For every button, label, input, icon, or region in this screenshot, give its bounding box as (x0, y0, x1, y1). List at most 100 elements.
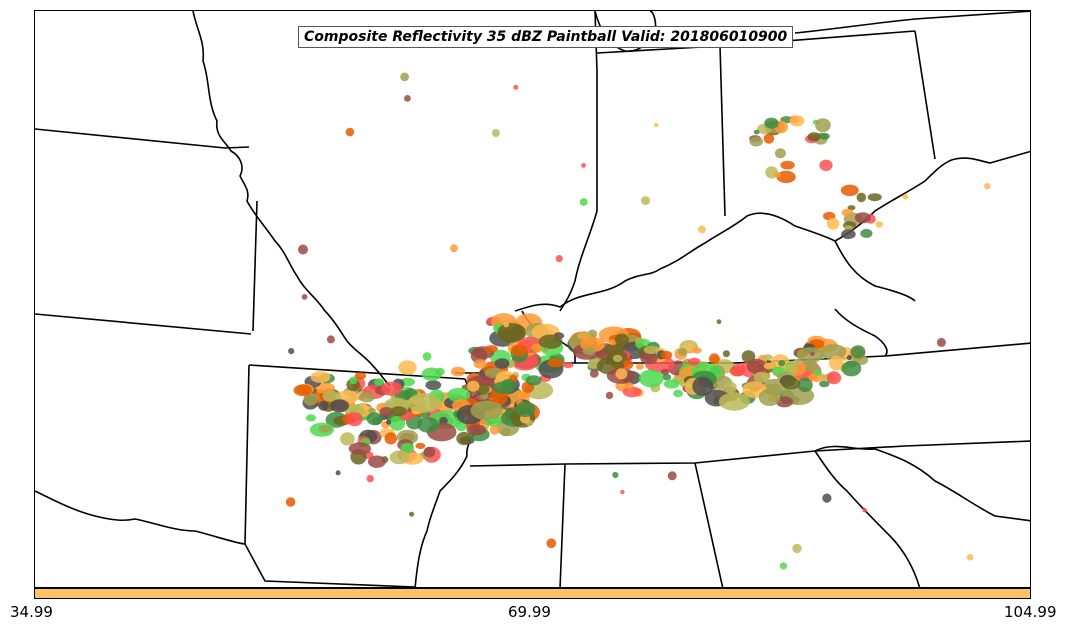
lake-erie-shore (794, 11, 1030, 34)
echo-blob (826, 217, 840, 230)
echo-blob (346, 412, 363, 427)
echo-blob (358, 392, 375, 403)
echo-cell (400, 72, 409, 82)
echo-blob (485, 345, 498, 353)
echo-cell (792, 543, 802, 554)
echo-cell (491, 129, 500, 137)
echo-blob (807, 132, 821, 142)
echo-cell (555, 255, 563, 263)
echo-blob (841, 229, 856, 240)
echo-blob (828, 355, 844, 371)
echo-blob (819, 344, 847, 360)
echo-cell (810, 351, 815, 357)
echo-blob (470, 400, 503, 421)
echo-blob (330, 399, 350, 413)
echo-blob (366, 412, 384, 426)
echo-blob (753, 129, 760, 135)
echo-blob (489, 425, 500, 435)
echo-blob (776, 170, 796, 184)
echo-blob (497, 323, 525, 343)
echo-blob (819, 159, 833, 171)
ky-va-border (834, 308, 888, 357)
echo-blob (640, 351, 658, 365)
echo-cell (612, 471, 619, 479)
echo-blob (673, 389, 683, 398)
echo-blob (322, 390, 341, 402)
echo-blob (797, 377, 813, 393)
echo-blob (724, 381, 737, 394)
mississippi-upper (192, 11, 391, 387)
echo-blob (502, 427, 511, 437)
echo-blob (643, 345, 659, 355)
echo-blob (763, 362, 774, 370)
echo-blob (808, 372, 826, 382)
echo-blob (850, 345, 866, 359)
mo-ks-border (252, 200, 258, 332)
echo-cell (579, 198, 588, 206)
echo-blob (612, 354, 623, 363)
echo-blob (826, 371, 842, 385)
wv-border (834, 150, 1030, 302)
echo-cell (422, 352, 432, 361)
echo-blob (718, 392, 750, 411)
il-in-border (559, 11, 598, 312)
echo-blob (856, 192, 867, 203)
echo-blob (315, 382, 335, 394)
ohio-river (514, 180, 926, 312)
echo-cell (288, 348, 295, 355)
echo-blob (660, 368, 670, 376)
echo-blob (661, 350, 673, 360)
echo-blob (318, 424, 332, 433)
echo-blob (494, 358, 510, 369)
echo-cell (936, 337, 946, 347)
echo-blob (450, 366, 466, 377)
echo-blob (840, 184, 859, 196)
in-oh-border (719, 45, 726, 217)
echo-blob (636, 363, 644, 370)
echo-blob (841, 360, 862, 377)
ms-al-border (559, 463, 566, 587)
echo-blob (796, 347, 824, 363)
echo-blob (578, 332, 588, 340)
echo-cell (326, 335, 335, 344)
echo-blob (683, 343, 696, 351)
echo-blob (764, 117, 779, 129)
colorbar-tick-mid: 69.99 (508, 603, 551, 621)
echo-blob (731, 363, 746, 376)
map-title: Composite Reflectivity 35 dBZ Paintball … (298, 26, 794, 48)
echo-blob (389, 415, 406, 431)
echo-blob (762, 354, 773, 361)
tn-south-border (469, 440, 1030, 467)
echo-blob (425, 380, 442, 390)
echo-blob (400, 442, 415, 454)
echo-blob (423, 446, 436, 458)
echo-blob (843, 225, 853, 231)
echo-blob (854, 212, 871, 224)
al-ga-border (694, 462, 724, 587)
colorbar-tick-min: 34.99 (10, 603, 53, 621)
echo-blob (841, 208, 854, 217)
echo-blob (456, 431, 472, 446)
echo-blob (624, 382, 634, 390)
echo-cell (605, 391, 614, 400)
echo-blob (398, 360, 417, 375)
ok-ar-border (244, 364, 250, 545)
echo-blob (692, 376, 714, 396)
echo-blob (638, 369, 664, 388)
echo-blob (384, 432, 398, 445)
echo-cell (503, 321, 509, 328)
echo-blob (368, 455, 386, 468)
nc-sc-border (814, 445, 1030, 522)
echo-blob (348, 442, 372, 455)
echo-blob (780, 160, 795, 170)
echo-blob (354, 372, 367, 380)
echo-blob (814, 368, 822, 376)
map-canvas (35, 11, 1030, 587)
echo-blob (525, 375, 542, 386)
echo-cell (667, 471, 677, 481)
echo-cell (716, 319, 722, 325)
echo-cell (653, 122, 659, 128)
echo-blob (722, 350, 731, 358)
colorbar-tick-max: 104.99 (1004, 603, 1057, 621)
echo-cell (513, 84, 519, 90)
